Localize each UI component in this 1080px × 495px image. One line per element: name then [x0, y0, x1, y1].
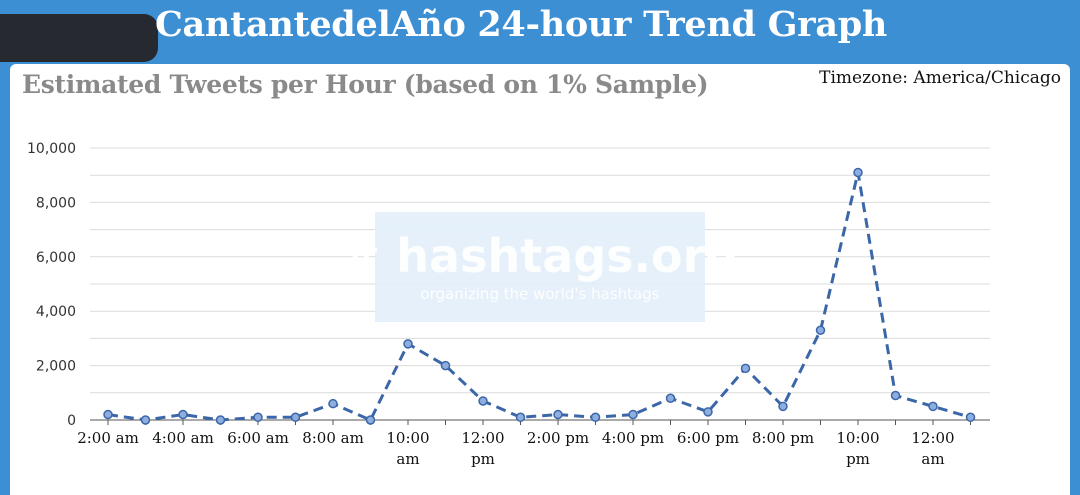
y-tick-label: 0 [67, 413, 76, 429]
data-point [403, 339, 413, 349]
x-tick-label: 8:00 am [302, 429, 364, 447]
watermark-tagline: organizing the world's hashtags [420, 285, 659, 303]
watermark: # hashtags.org organizing the world's ha… [342, 212, 739, 322]
x-tick-label: am [921, 450, 944, 468]
data-point [515, 412, 526, 423]
x-tick-label: 2:00 am [77, 429, 139, 447]
y-tick-label: 8,000 [36, 195, 76, 211]
data-point [365, 415, 376, 425]
watermark-box [375, 212, 705, 322]
chart-title: Estimated Tweets per Hour (based on 1% S… [22, 70, 709, 99]
data-point [890, 390, 901, 401]
data-point [478, 396, 488, 406]
x-tick-label: 12:00 [911, 429, 954, 447]
data-points [103, 167, 976, 425]
y-axis-ticks: 0 2,000 4,000 6,000 8,000 10,000 [27, 141, 76, 429]
data-point [590, 412, 601, 423]
series-line [107, 170, 971, 422]
data-point [853, 167, 863, 178]
y-tick-label: 4,000 [36, 304, 76, 320]
data-point [665, 393, 676, 403]
x-tick-label: am [396, 450, 419, 468]
y-tick-label: 6,000 [36, 250, 76, 266]
data-point [178, 409, 188, 420]
x-tick-label: 4:00 am [152, 429, 214, 447]
data-point [628, 409, 638, 420]
x-tick-label: 10:00 [836, 429, 879, 447]
data-point [778, 401, 788, 412]
data-point [440, 360, 451, 371]
data-point [328, 398, 338, 409]
series-path [107, 170, 971, 422]
timezone-label: Timezone: America/Chicago [819, 68, 1061, 88]
data-point [253, 412, 263, 423]
x-tick-label: 10:00 [386, 429, 429, 447]
data-point [103, 409, 113, 420]
watermark-logo: # hashtags.org [342, 229, 739, 283]
header-bar [0, 0, 1080, 60]
data-point [215, 415, 226, 425]
data-point [290, 412, 301, 423]
data-point [965, 412, 976, 423]
x-tick-label: 2:00 pm [527, 429, 589, 447]
data-point [815, 325, 826, 335]
data-point [703, 407, 713, 417]
x-axis-ticks: 2:00 am 4:00 am 6:00 am 8:00 am 10:00 am 12:00… [77, 429, 954, 468]
data-point [140, 415, 151, 425]
data-point [553, 409, 563, 420]
y-tick-label: 2,000 [36, 359, 76, 375]
data-point [740, 363, 751, 374]
x-tick-label: pm [471, 450, 495, 468]
x-tick-label: 12:00 [461, 429, 504, 447]
redacted-region [0, 14, 158, 62]
x-tick-label: 4:00 pm [602, 429, 664, 447]
x-tick-label: pm [846, 450, 870, 468]
y-tick-label: 10,000 [27, 141, 76, 157]
x-tick-label: 6:00 am [227, 429, 289, 447]
page-title: CantantedelAño 24-hour Trend Graph [155, 4, 888, 45]
data-point [928, 401, 938, 412]
x-tick-label: 8:00 pm [752, 429, 814, 447]
x-tick-label: 6:00 pm [677, 429, 739, 447]
